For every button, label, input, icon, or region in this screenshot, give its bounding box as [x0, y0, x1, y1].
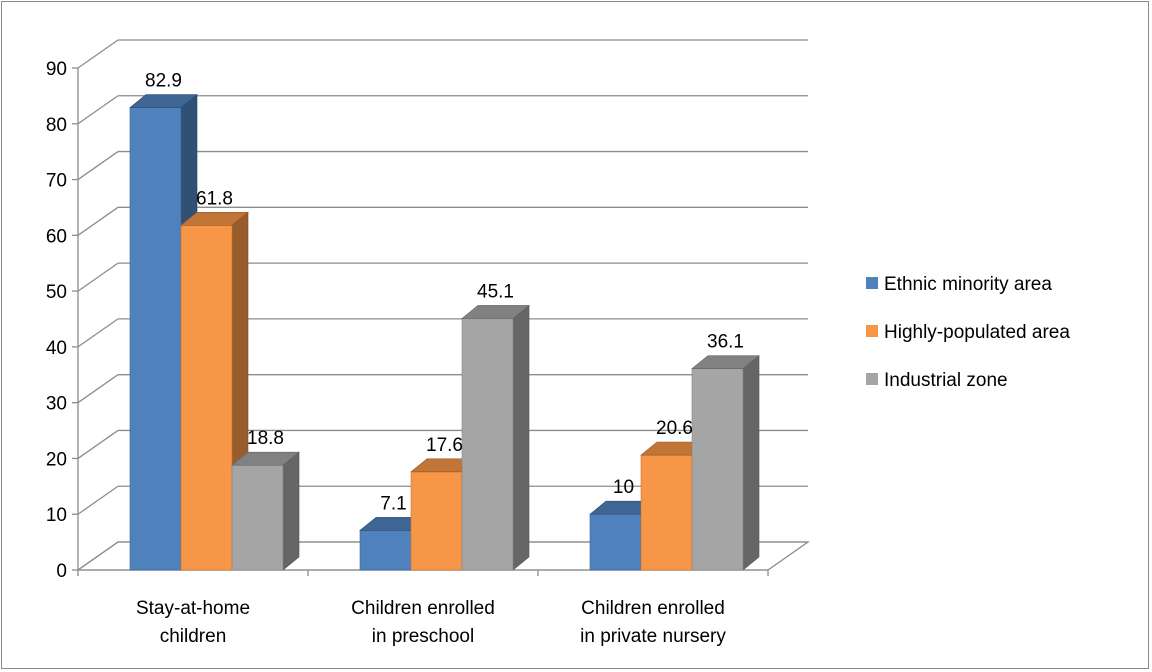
- y-tick-label: 30: [46, 394, 67, 415]
- bar-front: [129, 107, 182, 571]
- legend-label: Ethnic minority area: [884, 274, 1052, 295]
- category-label: Stay-at-home children: [136, 598, 250, 647]
- data-labels: 82.9 7.1 10 61.8 17.6 20.6 18.8 45.1 36.1: [145, 71, 744, 515]
- bar-top: [691, 355, 760, 369]
- data-label: 45.1: [477, 281, 514, 302]
- bar-top: [461, 305, 530, 319]
- gridline-side: [77, 541, 119, 571]
- category-label: Children enrolled in preschool: [351, 598, 495, 647]
- bar-top: [180, 211, 249, 226]
- legend-label: Highly-populated area: [884, 322, 1070, 343]
- bar: [691, 355, 760, 571]
- legend-item: Industrial zone: [866, 370, 1008, 391]
- bar-front: [359, 530, 412, 571]
- data-label: 17.6: [426, 435, 463, 456]
- bar-front: [180, 224, 233, 571]
- y-tick-label: 50: [46, 282, 67, 303]
- y-tick-label: 70: [46, 171, 67, 192]
- gridline-side: [77, 262, 119, 292]
- y-tick-label: 40: [46, 338, 67, 359]
- gridline-side: [77, 485, 119, 515]
- category-labels: Stay-at-home children Children enrolled in …: [136, 598, 726, 647]
- data-label: 82.9: [145, 71, 182, 92]
- category-label: Children enrolled in private nursery: [580, 598, 726, 647]
- y-axis-ticks: 0 10 20 30 40 50 60 70 80 90: [46, 59, 78, 582]
- y-tick-label: 20: [46, 449, 67, 470]
- legend-swatch: [866, 325, 878, 337]
- gridline-side: [77, 151, 119, 181]
- data-label: 36.1: [707, 332, 744, 353]
- y-tick-label: 0: [56, 561, 67, 582]
- bar-front: [461, 318, 514, 571]
- bar-front: [691, 368, 744, 571]
- legend-item: Highly-populated area: [866, 322, 1070, 343]
- y-tick-label: 80: [46, 115, 67, 136]
- y-tick-label: 10: [46, 505, 67, 526]
- legend-swatch: [866, 277, 878, 289]
- bar-front: [589, 513, 642, 571]
- gridline-side: [77, 206, 119, 236]
- bar-front: [640, 454, 693, 571]
- legend: Ethnic minority area Highly-populated are…: [866, 274, 1070, 391]
- gridline-side: [77, 318, 119, 348]
- bar-top: [129, 94, 198, 108]
- data-label: 18.8: [247, 428, 284, 449]
- y-tick-label: 90: [46, 59, 67, 80]
- gridline-side: [77, 374, 119, 404]
- data-label: 61.8: [196, 188, 233, 209]
- bar: [461, 304, 530, 571]
- gridline-side: [77, 39, 119, 69]
- data-label: 7.1: [380, 493, 406, 514]
- data-label: 20.6: [656, 418, 693, 439]
- y-tick-label: 60: [46, 226, 67, 247]
- bars: [129, 93, 760, 571]
- data-label: 10: [613, 477, 634, 498]
- legend-label: Industrial zone: [884, 370, 1008, 391]
- bar-side: [282, 451, 300, 571]
- legend-item: Ethnic minority area: [866, 274, 1052, 295]
- bar-side: [742, 355, 760, 571]
- bar-front: [231, 464, 284, 571]
- legend-swatch: [866, 373, 878, 385]
- gridline-side: [77, 95, 119, 125]
- bar: [231, 451, 300, 571]
- bar-top: [231, 451, 300, 466]
- bar-side: [512, 304, 530, 571]
- gridline-side: [77, 429, 119, 459]
- bar-front: [410, 471, 463, 571]
